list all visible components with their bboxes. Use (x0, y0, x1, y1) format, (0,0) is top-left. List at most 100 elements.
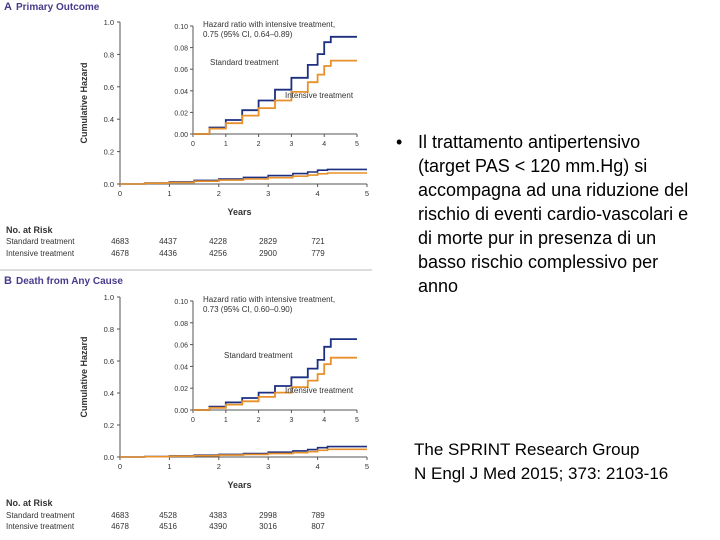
citation-journal: N Engl J Med 2015; 373: 2103-16 (414, 464, 669, 483)
panel-a-main-y-tick-label: 0.2 (104, 148, 114, 157)
panel-a-inset-x-tick-label: 1 (224, 141, 228, 148)
panel-b-risk-cell: 4516 (159, 522, 177, 531)
panel-b-main-y-tick-label: 0.8 (104, 325, 114, 334)
panel-a-standard-label: Standard treatment (210, 58, 279, 67)
panel-b-risk-cell: 3016 (259, 522, 277, 531)
panel-b-intensive-label: Intensive treatment (285, 386, 354, 395)
panel-b-risk-cell: 807 (311, 522, 325, 531)
panel-b-inset-x-tick-label: 1 (224, 417, 228, 424)
panel-a-ylabel: Cumulative Hazard (79, 62, 89, 143)
bullet-text: Il trattamento antipertensivo (target PA… (418, 132, 689, 296)
panel-b-risk-header: No. at Risk (6, 498, 54, 508)
panel-b-inset-y-tick-label: 0.08 (174, 321, 188, 328)
panel-b-title: Death from Any Cause (16, 276, 123, 287)
panel-b-inset-y-tick-label: 0.00 (174, 408, 188, 415)
panel-b-risk-cell: 4528 (159, 511, 177, 520)
panel-a-risk-cell: 721 (311, 237, 325, 246)
panel-b-letter: B (4, 275, 12, 287)
panel-b-main-y-tick-label: 0.6 (104, 357, 114, 366)
panel-b-main-x-tick-label: 0 (118, 462, 122, 471)
citation-authors: The SPRINT Research Group (414, 440, 640, 459)
citation: The SPRINT Research Group N Engl J Med 2… (414, 438, 714, 486)
panel-b-main-y-tick-label: 0.4 (104, 389, 114, 398)
panel-b-inset-y-tick-label: 0.06 (174, 343, 188, 350)
panel-a-risk-cell: 4256 (209, 249, 227, 258)
panel-b-inset-x-tick-label: 3 (289, 417, 293, 424)
panel-a-risk-cell: 4683 (111, 237, 129, 246)
panel-b-main-x-tick-label: 5 (365, 462, 369, 471)
panel-b-main-x-tick-label: 4 (316, 462, 320, 471)
panel-b-main-x-tick-label: 2 (217, 462, 221, 471)
panel-b-hr-line2: 0.73 (95% CI, 0.60–0.90) (203, 305, 293, 314)
panel-b-risk-cell: 4390 (209, 522, 227, 531)
panel-a-main-x-tick-label: 4 (316, 189, 320, 198)
panel-b-risk-row-label: Standard treatment (6, 511, 75, 520)
sprint-figure: A Primary Outcome 0 1 2 3 4 5 0.0 0.2 0.4 0.6 0.8 1.0… (0, 1, 372, 531)
panel-a-inset-x-tick-label: 2 (257, 141, 261, 148)
panel-a-risk-cell: 2829 (259, 237, 277, 246)
panel-b-hr-line1: Hazard ratio with intensive treatment, (203, 295, 335, 304)
panel-a-xlabel: Years (227, 207, 251, 217)
panel-a-main-y-tick-label: 0.0 (104, 180, 114, 189)
panel-b-inset-x-tick-label: 5 (355, 417, 359, 424)
bullet-dot-icon: • (396, 132, 403, 152)
panel-a-inset-x-tick-label: 4 (322, 141, 326, 148)
panel-b-ylabel: Cumulative Hazard (79, 336, 89, 417)
panel-a-inset-line-standard (193, 35, 357, 135)
panel-a-inset-x-tick-label: 0 (191, 141, 195, 148)
panel-a-inset-y-tick-label: 0.08 (174, 46, 188, 53)
panel-a-risk-row-label: Intensive treatment (6, 249, 75, 258)
panel-b-risk-row-label: Intensive treatment (6, 522, 75, 531)
panel-a-inset-x-tick-label: 3 (289, 141, 293, 148)
panel-b-inset-y-tick-label: 0.10 (174, 299, 188, 306)
panel-a-hr-line1: Hazard ratio with intensive treatment, (203, 20, 335, 29)
panel-b-risk-cell: 4383 (209, 511, 227, 520)
panel-b-standard-label: Standard treatment (224, 351, 293, 360)
panel-b-inset-line-intensive (193, 356, 357, 411)
panel-a-risk-header: No. at Risk (6, 225, 54, 235)
panel-a-risk-cell: 4228 (209, 237, 227, 246)
panel-b-inset-line-standard (193, 338, 357, 411)
panel-a-main-y-tick-label: 1.0 (104, 18, 114, 27)
panel-a-main-x-tick-label: 0 (118, 189, 122, 198)
panel-b-xlabel: Years (227, 480, 251, 490)
panel-b-risk-cell: 789 (311, 511, 325, 520)
panel-b-main-line-intensive (120, 448, 367, 458)
panel-a-risk-cell: 4437 (159, 237, 177, 246)
panel-b-inset-y-tick-label: 0.02 (174, 386, 188, 393)
panel-a-inset-x-tick-label: 5 (355, 141, 359, 148)
panel-b-risk-cell: 4678 (111, 522, 129, 531)
panel-a-main-x-tick-label: 5 (365, 189, 369, 198)
panel-b-main-x-tick-label: 3 (266, 462, 270, 471)
panel-a-main-x-tick-label: 2 (217, 189, 221, 198)
panel-a-risk-cell: 2900 (259, 249, 277, 258)
panel-b-inset-x-tick-label: 4 (322, 417, 326, 424)
panel-a-title: Primary Outcome (16, 2, 100, 13)
panel-a-main-y-tick-label: 0.6 (104, 83, 114, 92)
panel-a-inset-y-tick-label: 0.04 (174, 89, 188, 96)
panel-a-main-y-tick-label: 0.8 (104, 50, 114, 59)
panel-a-risk-cell: 779 (311, 249, 325, 258)
panel-a-hr-line2: 0.75 (95% CI, 0.64–0.89) (203, 30, 293, 39)
panel-b-main-x-tick-label: 1 (167, 462, 171, 471)
panel-a-inset-y-tick-label: 0.06 (174, 67, 188, 74)
panel-a-inset-line-intensive (193, 59, 357, 135)
panel-a-inset-y-tick-label: 0.00 (174, 132, 188, 139)
panel-b-main-y-tick-label: 0.2 (104, 421, 114, 430)
panel-a-main-line-intensive (120, 172, 367, 185)
panel-b-main-y-tick-label: 1.0 (104, 293, 114, 302)
panel-a-risk-cell: 4678 (111, 249, 129, 258)
panel-b-inset-x-tick-label: 0 (191, 417, 195, 424)
panel-a-risk-row-label: Standard treatment (6, 237, 75, 246)
panel-b-inset-y-tick-label: 0.04 (174, 364, 188, 371)
panel-a-intensive-label: Intensive treatment (285, 91, 354, 100)
panel-a-risk-cell: 4436 (159, 249, 177, 258)
panel-a-main-x-tick-label: 1 (167, 189, 171, 198)
panel-a-main-line-standard (120, 168, 367, 185)
panel-a-inset-y-tick-label: 0.10 (174, 24, 188, 31)
panel-a-inset-y-tick-label: 0.02 (174, 110, 188, 117)
panel-b-main-y-tick-label: 0.0 (104, 453, 114, 462)
panel-b-inset-x-tick-label: 2 (257, 417, 261, 424)
panel-b-risk-cell: 2998 (259, 511, 277, 520)
bullet-point: • Il trattamento antipertensivo (target … (396, 130, 696, 298)
